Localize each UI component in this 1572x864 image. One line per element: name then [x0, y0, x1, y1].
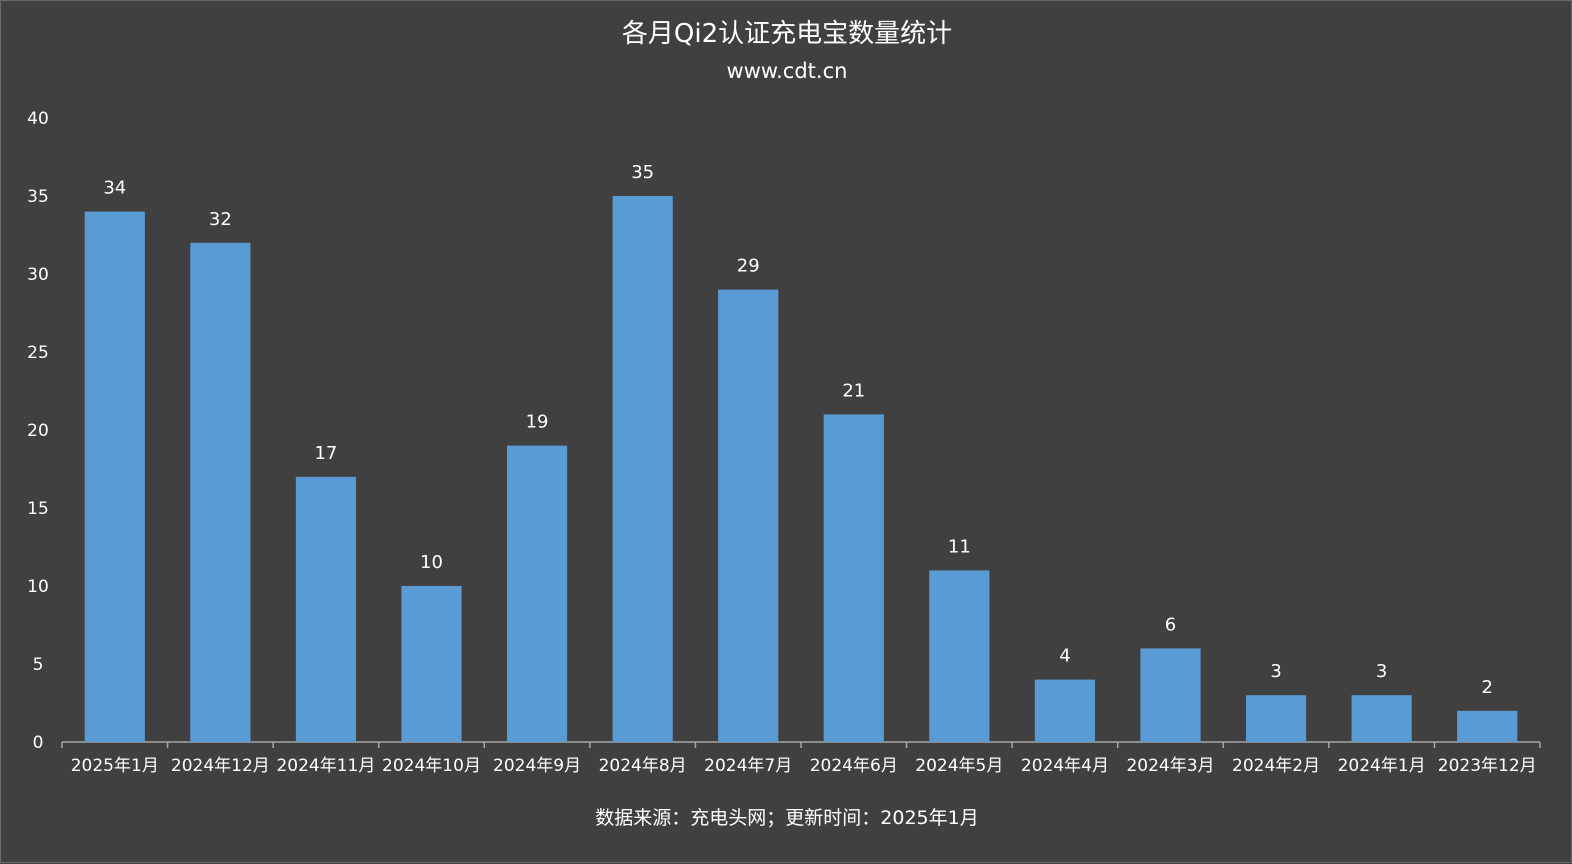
bar: [718, 289, 779, 742]
y-tick-label: 35: [27, 187, 49, 207]
x-tick-label: 2024年9月: [493, 756, 581, 776]
bar: [612, 196, 673, 742]
bar: [84, 211, 145, 743]
bar: [1351, 695, 1412, 742]
data-label: 21: [842, 380, 865, 401]
y-tick-label: 0: [33, 733, 44, 753]
data-label: 35: [631, 162, 654, 183]
x-tick-label: 2024年2月: [1232, 756, 1320, 776]
bar: [1245, 695, 1307, 742]
data-label: 6: [1165, 614, 1176, 635]
y-tick-label: 15: [27, 499, 49, 519]
bar: [1457, 710, 1518, 742]
y-tick-label: 20: [27, 421, 49, 441]
x-tick-label: 2024年6月: [810, 756, 898, 776]
y-tick-label: 10: [27, 577, 49, 597]
bar: [506, 445, 568, 742]
y-axis: 0 5 10 15 20 25 30 35 40: [27, 109, 49, 753]
y-tick-label: 25: [27, 343, 49, 363]
data-label: 2: [1481, 677, 1492, 698]
bar: [929, 570, 990, 742]
chart-subtitle: www.cdt.cn: [726, 59, 848, 83]
x-tick-label: 2024年12月: [171, 756, 270, 776]
data-label: 34: [103, 178, 126, 199]
x-tick-label: 2024年11月: [276, 756, 375, 776]
y-tick-label: 30: [27, 265, 49, 285]
x-tick-label: 2025年1月: [71, 756, 159, 776]
data-label: 29: [737, 256, 760, 277]
chart-title: 各月Qi2认证充电宝数量统计: [621, 19, 953, 49]
bar: [1140, 648, 1201, 742]
x-tick-label: 2024年3月: [1126, 756, 1214, 776]
x-axis: 2025年1月 2024年12月 2024年11月 2024年10月 2024年9月 20…: [61, 741, 1541, 776]
x-tick-label: 2024年5月: [915, 756, 1003, 776]
y-tick-label: 5: [33, 655, 44, 675]
x-tick-label: 2023年12月: [1438, 756, 1537, 776]
bar: [190, 242, 251, 743]
x-tick-label: 2024年1月: [1338, 756, 1426, 776]
x-tick-label: 2024年7月: [704, 756, 792, 776]
x-tick-label: 2024年10月: [382, 756, 481, 776]
x-tick-label: 2024年8月: [599, 756, 687, 776]
bars: [84, 196, 1518, 743]
data-label: 17: [314, 443, 337, 464]
data-label: 19: [526, 412, 549, 433]
bar: [823, 414, 884, 742]
data-label: 3: [1376, 661, 1387, 682]
bar: [295, 476, 357, 742]
data-label: 10: [420, 552, 443, 573]
bar: [401, 586, 462, 742]
data-label: 4: [1059, 646, 1070, 667]
data-label: 3: [1270, 661, 1281, 682]
data-label: 32: [209, 209, 232, 230]
bar: [1034, 679, 1096, 742]
y-tick-label: 40: [27, 109, 49, 129]
x-tick-label: 2024年4月: [1021, 756, 1109, 776]
data-label: 11: [948, 536, 971, 557]
data-source-note: 数据来源：充电头网；更新时间：2025年1月: [595, 807, 979, 829]
